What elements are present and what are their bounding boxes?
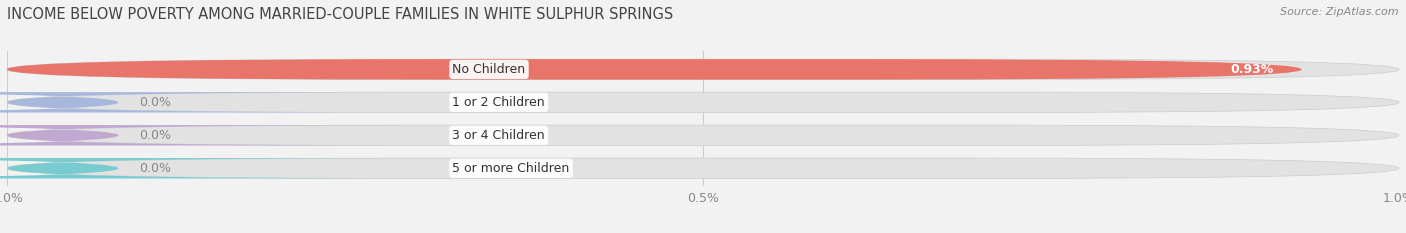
FancyBboxPatch shape bbox=[7, 125, 1399, 146]
FancyBboxPatch shape bbox=[0, 158, 439, 178]
Text: 1 or 2 Children: 1 or 2 Children bbox=[453, 96, 546, 109]
Text: 0.0%: 0.0% bbox=[139, 162, 172, 175]
FancyBboxPatch shape bbox=[7, 158, 1399, 178]
FancyBboxPatch shape bbox=[7, 59, 1399, 80]
Text: No Children: No Children bbox=[453, 63, 526, 76]
FancyBboxPatch shape bbox=[7, 92, 1399, 113]
Text: 0.0%: 0.0% bbox=[139, 129, 172, 142]
Text: 0.93%: 0.93% bbox=[1230, 63, 1274, 76]
FancyBboxPatch shape bbox=[7, 59, 1302, 80]
FancyBboxPatch shape bbox=[0, 125, 439, 146]
Text: 3 or 4 Children: 3 or 4 Children bbox=[453, 129, 546, 142]
FancyBboxPatch shape bbox=[0, 92, 439, 113]
Text: 0.0%: 0.0% bbox=[139, 96, 172, 109]
Text: INCOME BELOW POVERTY AMONG MARRIED-COUPLE FAMILIES IN WHITE SULPHUR SPRINGS: INCOME BELOW POVERTY AMONG MARRIED-COUPL… bbox=[7, 7, 673, 22]
Text: 5 or more Children: 5 or more Children bbox=[453, 162, 569, 175]
Text: Source: ZipAtlas.com: Source: ZipAtlas.com bbox=[1281, 7, 1399, 17]
